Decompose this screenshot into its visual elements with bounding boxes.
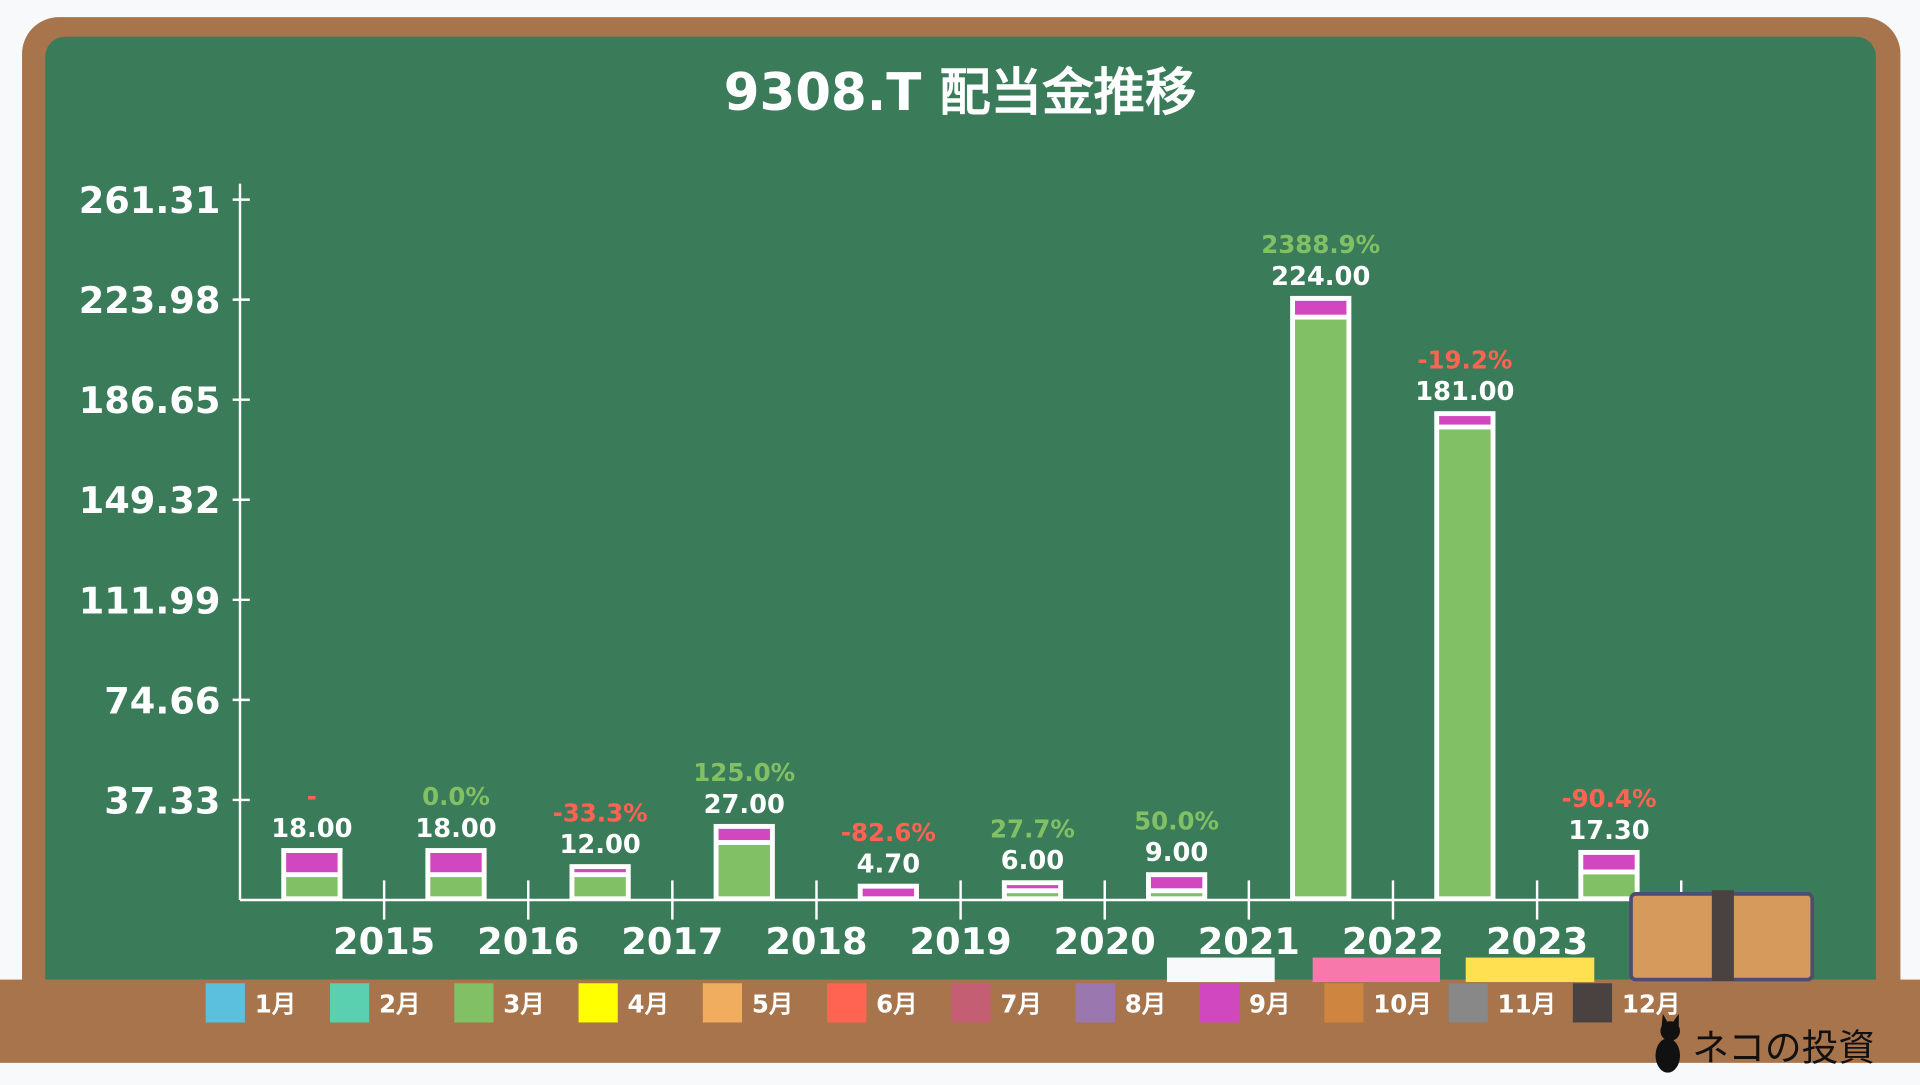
- legend-label: 8月: [1125, 990, 1167, 1019]
- value-label: 4.70: [857, 850, 920, 880]
- value-label: 18.00: [271, 814, 352, 844]
- x-tick-label: 2016: [477, 920, 579, 963]
- bar-segment-3月: [574, 877, 626, 897]
- legend-label: 7月: [1000, 990, 1042, 1019]
- x-tick-label: 2017: [621, 920, 723, 963]
- brand-logo: ネコの投資: [1692, 1026, 1875, 1069]
- bar-segment-3月: [1295, 319, 1347, 897]
- legend-label: 2月: [379, 990, 421, 1019]
- legend-swatch-10月: [1324, 983, 1364, 1023]
- legend-swatch-5月: [702, 983, 743, 1023]
- legend-label: 10月: [1373, 990, 1432, 1019]
- growth-label: -19.2%: [1417, 345, 1512, 374]
- chalk-white: [1166, 957, 1275, 983]
- legend-swatch-4月: [578, 983, 618, 1023]
- bar-segment-9月: [430, 852, 482, 873]
- bar-segment-9月: [286, 852, 338, 873]
- bar-segment-3月: [1439, 429, 1491, 897]
- y-tick-label: 149.32: [79, 479, 221, 522]
- legend-swatch-2月: [330, 983, 370, 1023]
- chalk-yellow: [1465, 957, 1595, 983]
- growth-label: -82.6%: [841, 818, 936, 847]
- bar-segment-3月: [286, 877, 338, 897]
- growth-label: -33.3%: [553, 798, 648, 827]
- bar-segment-9月: [574, 869, 626, 873]
- value-label: 17.30: [1568, 816, 1649, 846]
- value-label: 27.00: [704, 790, 785, 820]
- y-tick-label: 111.99: [79, 579, 221, 622]
- legend-label: 6月: [876, 990, 918, 1019]
- bar-segment-3月: [1150, 893, 1203, 897]
- bar-outline-2020: [1001, 880, 1064, 901]
- bar-segment-9月: [1150, 877, 1203, 889]
- legend-label: 3月: [503, 990, 544, 1019]
- eraser-band: [1711, 890, 1734, 981]
- growth-label: 2388.9%: [1261, 230, 1380, 259]
- chalk-pink: [1312, 957, 1441, 983]
- legend-swatch-7月: [951, 983, 991, 1023]
- legend-swatch-12月: [1572, 983, 1613, 1023]
- x-tick-label: 2023: [1486, 920, 1588, 963]
- bar-segment-3月: [1583, 874, 1635, 897]
- value-label: 12.00: [559, 830, 640, 860]
- value-label: 224.00: [1271, 262, 1370, 292]
- bar-segment-3月: [1006, 893, 1059, 897]
- legend-swatch-11月: [1448, 983, 1488, 1023]
- legend-label: 1月: [255, 990, 297, 1019]
- y-tick-label: 74.66: [104, 679, 220, 722]
- bar-segment-9月: [1583, 854, 1635, 870]
- growth-label: 27.7%: [990, 814, 1075, 843]
- legend-label: 5月: [752, 990, 794, 1019]
- value-label: 6.00: [1001, 846, 1064, 876]
- value-label: 18.00: [415, 814, 496, 844]
- legend-swatch-6月: [827, 983, 867, 1023]
- y-tick-label: 223.98: [79, 279, 221, 322]
- legend-swatch-1月: [205, 983, 245, 1023]
- growth-label: 50.0%: [1134, 806, 1219, 835]
- legend-label: 11月: [1498, 990, 1557, 1019]
- legend-swatch-3月: [454, 983, 494, 1023]
- bar-segment-9月: [862, 888, 915, 897]
- bar-segment-3月: [718, 844, 770, 897]
- y-tick-label: 261.31: [79, 179, 221, 222]
- x-tick-label: 2021: [1198, 920, 1300, 963]
- legend-label: 4月: [628, 990, 670, 1019]
- growth-label: -: [307, 782, 317, 811]
- x-tick-label: 2022: [1342, 920, 1444, 963]
- growth-label: 125.0%: [693, 758, 795, 787]
- value-label: 9.00: [1145, 838, 1208, 868]
- legend-swatch-9月: [1200, 983, 1240, 1023]
- legend-swatch-8月: [1075, 983, 1115, 1023]
- growth-label: 0.0%: [422, 782, 490, 811]
- legend-label: 12月: [1622, 990, 1681, 1019]
- x-tick-label: 2020: [1054, 920, 1156, 963]
- x-tick-label: 2019: [910, 920, 1012, 963]
- y-tick-label: 186.65: [79, 379, 221, 422]
- bar-segment-9月: [1006, 885, 1059, 889]
- growth-label: -90.4%: [1561, 784, 1656, 813]
- bar-segment-9月: [1295, 300, 1347, 315]
- board-surface: [45, 36, 1876, 1005]
- bar-segment-9月: [1439, 416, 1491, 425]
- x-tick-label: 2018: [765, 920, 867, 963]
- chart-title: 9308.T 配当金推移: [724, 63, 1197, 123]
- cat-logo-icon: [1655, 1013, 1681, 1073]
- bar-segment-3月: [430, 877, 482, 897]
- y-tick-label: 37.33: [104, 779, 220, 822]
- x-tick-label: 2015: [333, 920, 435, 963]
- bar-segment-9月: [718, 828, 770, 841]
- legend-label: 9月: [1249, 990, 1290, 1019]
- value-label: 181.00: [1415, 377, 1514, 407]
